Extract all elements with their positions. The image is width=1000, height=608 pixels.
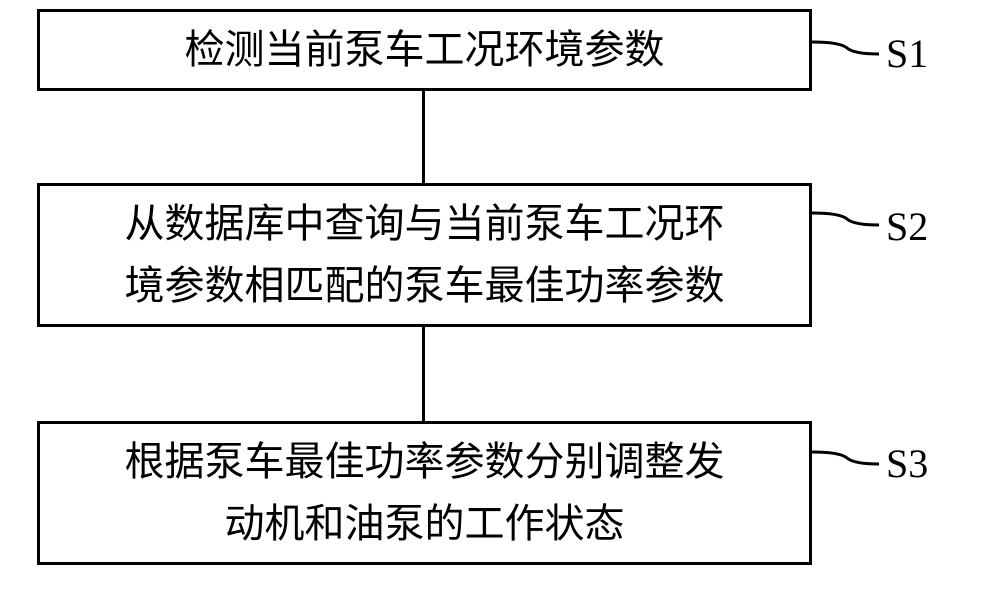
- flowchart-canvas: 检测当前泵车工况环境参数 从数据库中查询与当前泵车工况环 境参数相匹配的泵车最佳…: [0, 0, 1000, 608]
- flow-node-s1-text: 检测当前泵车工况环境参数: [40, 19, 809, 81]
- flow-node-s2: 从数据库中查询与当前泵车工况环 境参数相匹配的泵车最佳功率参数: [37, 183, 812, 327]
- step-label-s1: S1: [886, 30, 928, 77]
- flow-node-s3: 根据泵车最佳功率参数分别调整发 动机和油泵的工作状态: [37, 421, 812, 565]
- edge-s2-s3: [422, 327, 425, 421]
- step-label-s3: S3: [886, 440, 928, 487]
- flow-node-s2-text: 从数据库中查询与当前泵车工况环 境参数相匹配的泵车最佳功率参数: [40, 193, 809, 317]
- edge-s1-s2: [422, 91, 425, 183]
- step-label-s2: S2: [886, 203, 928, 250]
- flow-node-s1: 检测当前泵车工况环境参数: [37, 9, 812, 91]
- flow-node-s3-text: 根据泵车最佳功率参数分别调整发 动机和油泵的工作状态: [40, 431, 809, 555]
